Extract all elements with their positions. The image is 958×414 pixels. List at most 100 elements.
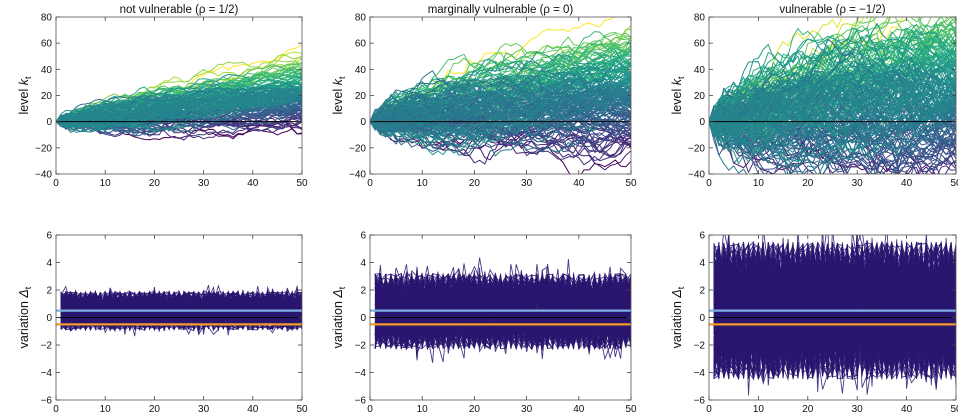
y-tick-label: 80 — [694, 13, 706, 24]
x-tick-label: 20 — [802, 178, 814, 189]
y-tick-label: −20 — [688, 143, 705, 154]
level-path-183 — [709, 77, 956, 174]
panel-bottom-1: 0 10 20 30 40 50 −6 −4 −2 0 2 4 6 variation Δt — [17, 231, 308, 414]
panel-bottom-2: 0 10 20 30 40 50 −6 −4 −2 0 2 4 6 variation Δt — [331, 231, 637, 414]
variation-path-198 — [713, 245, 956, 373]
x-tick-label: 30 — [198, 404, 210, 414]
series-paths — [56, 44, 302, 141]
x-tick-label: 30 — [521, 404, 533, 414]
series-paths — [370, 17, 631, 174]
y-tick-label: 2 — [360, 286, 366, 297]
x-tick-label: 30 — [852, 404, 864, 414]
series-paths — [56, 284, 302, 337]
x-tick-label: 10 — [753, 404, 765, 414]
y-tick-label: 0 — [699, 117, 705, 128]
level-path-188 — [709, 58, 956, 123]
x-tick-label: 0 — [53, 178, 59, 189]
y-tick-label: 60 — [355, 39, 367, 50]
y-tick-label: 20 — [41, 91, 53, 102]
x-tick-label: 10 — [753, 178, 765, 189]
level-path-146 — [370, 90, 631, 142]
level-path-176 — [370, 91, 631, 140]
level-path-185 — [709, 86, 956, 154]
x-tick-label: 40 — [901, 404, 913, 414]
level-path-173 — [370, 90, 631, 128]
level-path-192 — [709, 94, 956, 161]
level-path-150 — [709, 103, 956, 169]
x-tick-label: 50 — [296, 178, 308, 189]
variation-path-171 — [374, 274, 631, 349]
y-tick-label: −2 — [694, 341, 706, 352]
level-path-15 — [709, 121, 956, 174]
y-tick-label: −4 — [41, 368, 53, 379]
y-axis-label: variation Δt — [670, 286, 686, 348]
series-paths — [709, 17, 956, 174]
y-tick-label: 80 — [355, 13, 367, 24]
level-path-184 — [709, 61, 956, 137]
x-tick-label: 40 — [901, 178, 913, 189]
variation-path-177 — [374, 274, 631, 350]
series-paths — [709, 235, 956, 396]
y-tick-label: 0 — [699, 313, 705, 324]
level-path-174 — [370, 80, 631, 123]
variation-path-192 — [713, 242, 956, 379]
y-tick-label: −2 — [41, 341, 53, 352]
x-tick-label: 20 — [802, 404, 814, 414]
level-path-164 — [709, 45, 956, 123]
x-tick-label: 50 — [950, 178, 958, 189]
level-path-169 — [370, 89, 631, 123]
variation-path-179 — [374, 274, 631, 350]
x-tick-label: 30 — [521, 178, 533, 189]
series-paths — [370, 257, 631, 363]
x-tick-label: 0 — [367, 178, 373, 189]
level-path-181 — [709, 73, 956, 133]
y-tick-label: 60 — [694, 39, 706, 50]
x-tick-label: 40 — [573, 178, 585, 189]
y-tick-label: 40 — [694, 65, 706, 76]
level-path-172 — [709, 91, 956, 145]
x-tick-label: 10 — [100, 178, 112, 189]
level-path-178 — [370, 92, 631, 157]
y-tick-label: 6 — [699, 231, 705, 242]
x-tick-label: 20 — [469, 178, 481, 189]
y-tick-label: 4 — [699, 258, 705, 269]
level-path-196 — [709, 66, 956, 129]
x-tick-label: 0 — [706, 404, 712, 414]
x-tick-label: 20 — [469, 404, 481, 414]
variation-path-144 — [60, 291, 302, 332]
y-tick-label: −4 — [355, 368, 367, 379]
panel-top-1: 0 10 20 30 40 50 −40 −20 0 20 40 60 80 not vulnerable… — [17, 4, 308, 189]
chart-title: marginally vulnerable (ρ = 0) — [428, 4, 574, 16]
level-path-174 — [709, 73, 956, 128]
y-tick-label: 2 — [699, 286, 705, 297]
y-tick-label: −6 — [41, 396, 53, 407]
level-path-115 — [709, 29, 956, 123]
panel-bottom-3: 0 10 20 30 40 50 −6 −4 −2 0 2 4 6 variation Δt — [670, 231, 958, 414]
y-axis-label: level kt — [331, 76, 347, 114]
x-tick-label: 30 — [198, 178, 210, 189]
variation-path-184 — [713, 244, 956, 393]
level-path-147 — [56, 92, 302, 126]
y-tick-label: 6 — [46, 231, 52, 242]
x-tick-label: 20 — [149, 404, 161, 414]
y-axis-label: level kt — [670, 76, 686, 114]
y-tick-label: −40 — [688, 170, 705, 181]
level-path-138 — [56, 89, 302, 124]
x-tick-label: 0 — [367, 404, 373, 414]
y-tick-label: 0 — [46, 313, 52, 324]
level-path-148 — [56, 88, 302, 125]
y-tick-label: 0 — [360, 313, 366, 324]
x-tick-label: 10 — [100, 404, 112, 414]
y-tick-label: −6 — [694, 396, 706, 407]
level-path-159 — [370, 85, 631, 126]
chart-title: vulnerable (ρ = −1/2) — [779, 4, 885, 16]
y-tick-label: 4 — [360, 258, 366, 269]
x-tick-label: 30 — [852, 178, 864, 189]
y-tick-label: 40 — [355, 65, 367, 76]
level-path-1 — [370, 120, 631, 174]
y-tick-label: 20 — [355, 91, 367, 102]
y-tick-label: −2 — [355, 341, 367, 352]
y-tick-label: −40 — [35, 170, 52, 181]
level-path-199 — [709, 67, 956, 134]
y-tick-label: 40 — [41, 65, 53, 76]
